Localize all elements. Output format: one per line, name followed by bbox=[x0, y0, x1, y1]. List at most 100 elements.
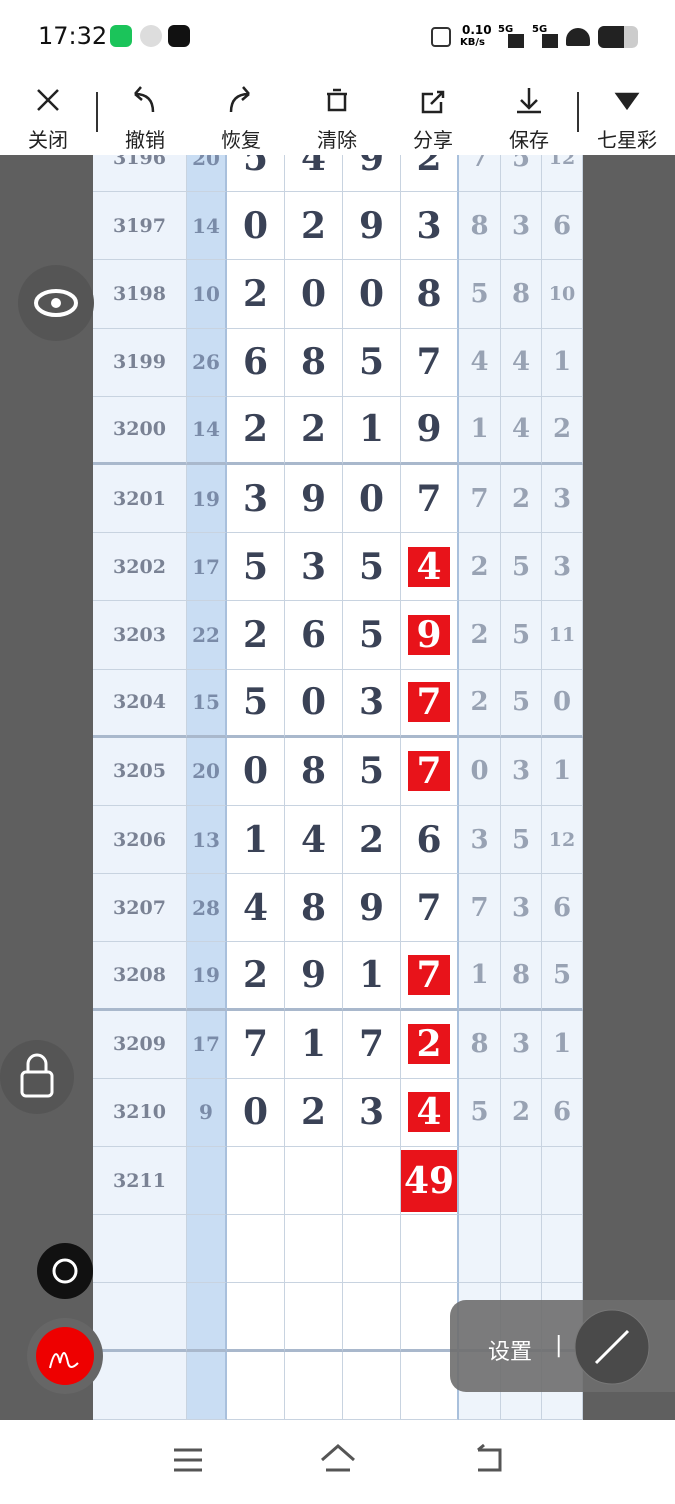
table-cell: 19 bbox=[187, 465, 227, 534]
draw-digit: 5 bbox=[242, 545, 269, 588]
extra-value: 1 bbox=[470, 959, 489, 990]
draw-digit: 1 bbox=[358, 408, 385, 451]
separator: | bbox=[555, 1333, 563, 1358]
table-cell: 0 bbox=[227, 192, 285, 261]
table-cell bbox=[401, 1283, 459, 1352]
extra-value: 5 bbox=[470, 1097, 489, 1128]
table-cell bbox=[343, 1147, 401, 1216]
sum-value: 17 bbox=[192, 554, 220, 579]
extra-value: 5 bbox=[470, 278, 489, 309]
table-cell: 5 bbox=[343, 601, 401, 670]
toolbar-button[interactable]: 撤销 bbox=[105, 80, 185, 153]
extra-value: 5 bbox=[511, 551, 531, 582]
toolbar-button[interactable]: 分享 bbox=[393, 80, 473, 153]
table-cell: 2 bbox=[227, 942, 285, 1011]
toolbar-label: 七星彩 bbox=[597, 128, 657, 152]
table-cell: 7 bbox=[401, 737, 459, 806]
lock-button[interactable] bbox=[0, 1040, 74, 1114]
sum-value: 17 bbox=[192, 1032, 220, 1057]
table-cell: 2 bbox=[501, 1078, 542, 1147]
table-cell: 2 bbox=[285, 396, 343, 465]
table-cell: 7 bbox=[401, 328, 459, 397]
toolbar-icon bbox=[37, 89, 59, 111]
table-cell: 4 bbox=[459, 328, 501, 397]
table-cell bbox=[542, 1147, 583, 1216]
table-cell: 6 bbox=[401, 806, 459, 875]
toolbar-icon bbox=[517, 88, 541, 114]
extra-value: 3 bbox=[552, 483, 572, 514]
extra-value: 1 bbox=[552, 347, 572, 378]
table-cell: 6 bbox=[542, 192, 583, 261]
sum-value: 10 bbox=[192, 281, 220, 306]
extra-value: 1 bbox=[552, 756, 572, 787]
draw-digit: 2 bbox=[242, 272, 269, 315]
toolbar-button[interactable]: 关闭 bbox=[8, 80, 88, 153]
line-tool-icon bbox=[594, 1329, 630, 1365]
draw-digit: 4 bbox=[408, 546, 450, 588]
table-cell: 5 bbox=[227, 669, 285, 738]
table-cell: 7 bbox=[401, 874, 459, 943]
table-cell: 13 bbox=[187, 806, 227, 875]
net-unit: KB/s bbox=[460, 37, 485, 48]
table-cell: 4 bbox=[401, 1078, 459, 1147]
draw-digit: 5 bbox=[358, 341, 385, 384]
table-cell: 10 bbox=[187, 260, 227, 329]
draw-digit: 2 bbox=[242, 953, 269, 996]
toolbar-button[interactable]: 清除 bbox=[297, 80, 377, 153]
toolbar-icon bbox=[614, 92, 640, 111]
sync-button[interactable] bbox=[37, 1243, 93, 1299]
extra-value: 10 bbox=[548, 282, 576, 305]
table-cell: 4 bbox=[285, 155, 343, 193]
table-cell bbox=[459, 1147, 501, 1216]
back-button[interactable] bbox=[477, 1443, 502, 1472]
table-cell: 9 bbox=[343, 192, 401, 261]
extra-value: 8 bbox=[470, 1029, 489, 1060]
table-cell: 7 bbox=[459, 155, 501, 193]
issue-number: 3198 bbox=[113, 282, 166, 305]
extra-value: 11 bbox=[548, 623, 576, 646]
signal-bars bbox=[542, 34, 558, 48]
table-cell: 5 bbox=[501, 601, 542, 670]
sum-value: 19 bbox=[192, 962, 220, 987]
draw-digit: 9 bbox=[358, 204, 385, 247]
battery bbox=[598, 26, 638, 48]
extra-value: 3 bbox=[511, 210, 531, 241]
table-cell: 19 bbox=[187, 942, 227, 1011]
nav-bar bbox=[0, 1420, 675, 1500]
table-cell: 7 bbox=[227, 1010, 285, 1079]
lock-icon bbox=[20, 1070, 54, 1098]
table-cell: 3202 bbox=[93, 533, 187, 602]
draw-digit: 0 bbox=[300, 272, 327, 315]
eye-icon bbox=[34, 289, 78, 317]
draw-digit: 7 bbox=[358, 1023, 385, 1066]
table-cell: 5 bbox=[501, 806, 542, 875]
extra-value: 3 bbox=[511, 756, 531, 787]
sum-value: 14 bbox=[192, 417, 220, 442]
table-cell: 3209 bbox=[93, 1010, 187, 1079]
issue-number: 3201 bbox=[113, 487, 166, 510]
draw-digit: 2 bbox=[300, 408, 327, 451]
home-button[interactable] bbox=[321, 1444, 355, 1472]
table-cell: 10 bbox=[542, 260, 583, 329]
table-cell: 3210 bbox=[93, 1078, 187, 1147]
draw-digit: 2 bbox=[242, 613, 269, 656]
table-cell: 12 bbox=[542, 806, 583, 875]
table-cell: 1 bbox=[343, 942, 401, 1011]
lock-icon bbox=[26, 1053, 48, 1072]
toolbar-button[interactable]: 七星彩 bbox=[587, 80, 667, 153]
table-cell: 3197 bbox=[93, 192, 187, 261]
toolbar-icon bbox=[327, 88, 347, 112]
table-cell: 9 bbox=[343, 155, 401, 193]
table-cell bbox=[343, 1283, 401, 1352]
toolbar-button[interactable]: 保存 bbox=[489, 80, 569, 153]
settings-button[interactable]: 设置 bbox=[488, 1340, 533, 1365]
menu-button[interactable] bbox=[174, 1448, 202, 1472]
toolbar-button[interactable]: 恢复 bbox=[201, 80, 281, 153]
table-cell: 2 bbox=[459, 533, 501, 602]
draw-digit: 8 bbox=[300, 886, 327, 929]
table-cell: 14 bbox=[187, 396, 227, 465]
table-cell: 5 bbox=[227, 533, 285, 602]
table-cell: 6 bbox=[542, 874, 583, 943]
app-icon bbox=[140, 25, 162, 47]
extra-value: 7 bbox=[470, 483, 489, 514]
